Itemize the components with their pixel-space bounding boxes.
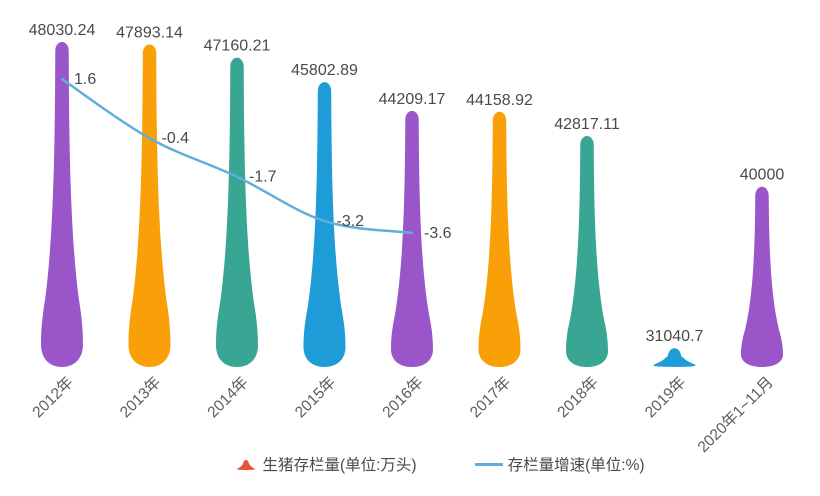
- pictorial-bar-2018年: [566, 135, 608, 367]
- x-axis-label-2015年: 2015年: [291, 373, 339, 421]
- bar-value-label: 44209.17: [379, 91, 446, 108]
- drop-symbol-icon: [237, 459, 256, 470]
- x-axis-label-2017年: 2017年: [466, 373, 514, 421]
- bar-value-label: 31040.7: [646, 328, 704, 345]
- pictorial-bar-2014年: [216, 57, 258, 367]
- pictorial-bar-2019年: [653, 348, 696, 367]
- legend-item-growth-rate[interactable]: 存栏量增速(单位:%): [474, 453, 645, 475]
- chart-legend: 生猪存栏量(单位:万头) 存栏量增速(单位:%): [30, 451, 820, 477]
- line-value-label: -0.4: [162, 130, 190, 147]
- legend-label-pig-inventory: 生猪存栏量(单位:万头): [262, 457, 417, 474]
- pictorial-bar-2016年: [391, 110, 433, 367]
- legend-label-growth-rate: 存栏量增速(单位:%): [507, 457, 645, 474]
- bar-value-label: 42817.11: [554, 116, 620, 133]
- pictorial-bar-2017年: [478, 111, 521, 368]
- x-axis-label-2016年: 2016年: [379, 373, 427, 421]
- x-axis-label-2014年: 2014年: [204, 373, 252, 421]
- line-value-label: -3.2: [337, 213, 365, 230]
- line-value-label: -1.7: [249, 169, 277, 186]
- x-axis-label-2018年: 2018年: [554, 373, 602, 421]
- bar-value-label: 47893.14: [116, 24, 183, 41]
- bar-value-label: 45802.89: [291, 62, 358, 79]
- x-axis-label-2020年1~11月: 2020年1~11月: [694, 373, 777, 456]
- line-symbol-icon: [474, 462, 503, 466]
- legend-item-pig-inventory[interactable]: 生猪存栏量(单位:万头): [235, 453, 417, 475]
- bar-value-label: 48030.24: [29, 22, 96, 39]
- bar-value-label: 40000: [740, 167, 785, 184]
- pictorial-bar-2013年: [128, 44, 171, 368]
- x-axis-label-2013年: 2013年: [116, 373, 164, 421]
- bar-value-label: 47160.21: [204, 38, 271, 55]
- pictorial-bar-2015年: [303, 82, 346, 367]
- x-axis-label-2012年: 2012年: [29, 373, 77, 421]
- pictorial-bar-2012年: [41, 41, 83, 367]
- pictorial-bar-2020年1~11月: [741, 186, 783, 367]
- x-axis-label-2019年: 2019年: [641, 373, 689, 421]
- bar-value-label: 44158.92: [466, 92, 533, 109]
- line-value-label: 1.6: [74, 71, 96, 88]
- line-value-label: -3.6: [424, 225, 452, 242]
- growth-rate-line: [60, 77, 414, 235]
